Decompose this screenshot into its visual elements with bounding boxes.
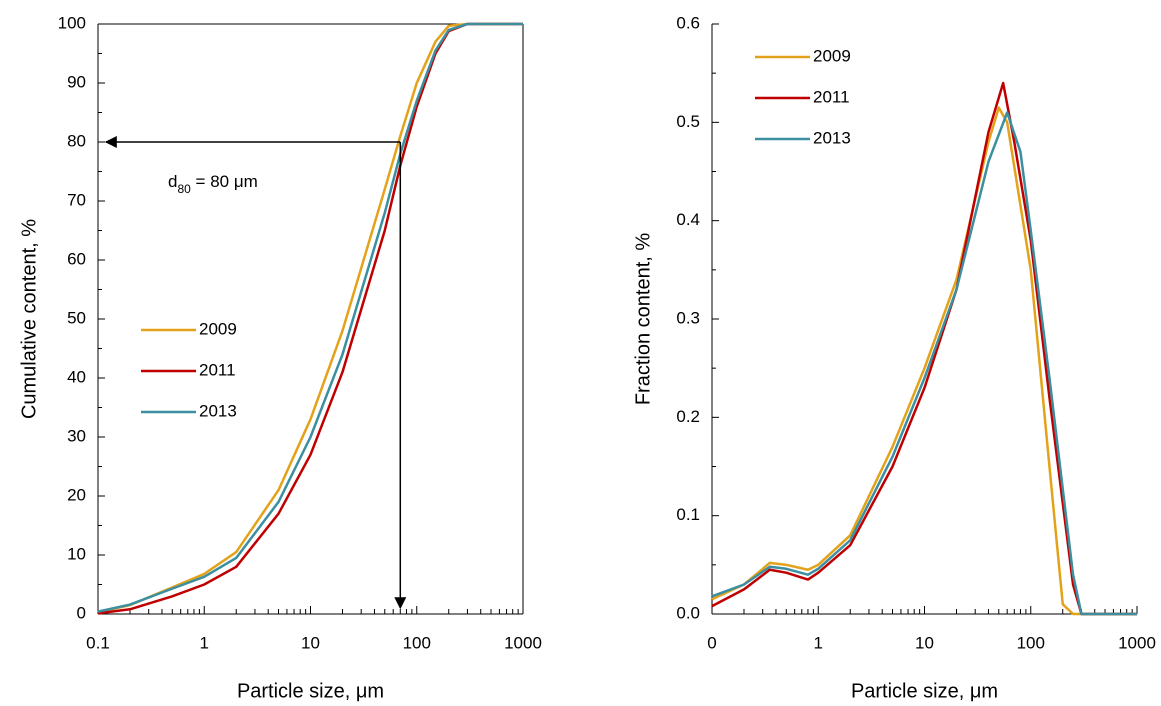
legend-label: 2011 <box>813 87 850 106</box>
x-tick-label: 1000 <box>1118 633 1156 652</box>
legend-label: 2009 <box>199 319 237 338</box>
y-tick-label: 0.0 <box>676 603 700 622</box>
data-line <box>97 22 523 613</box>
y-tick-label: 60 <box>67 249 86 268</box>
data-line <box>97 22 523 614</box>
x-tick-label: 10 <box>915 633 934 652</box>
y-tick-label: 0.1 <box>676 505 700 524</box>
y-tick-label: 100 <box>58 13 86 32</box>
x-axis-title: Particle size, μm <box>851 680 998 702</box>
y-tick-label: 10 <box>67 544 86 563</box>
y-tick-label: 0 <box>77 603 86 622</box>
y-tick-label: 50 <box>67 308 86 327</box>
y-tick-label: 40 <box>67 367 86 386</box>
x-tick-label: 100 <box>403 633 431 652</box>
data-line <box>711 106 1137 616</box>
y-axis-title: Fraction content, % <box>632 233 654 406</box>
x-tick-label: 1 <box>814 633 823 652</box>
y-tick-label: 0.6 <box>676 13 700 32</box>
y-tick-label: 0.2 <box>676 407 700 426</box>
y-tick-label: 80 <box>67 131 86 150</box>
legend-label: 2013 <box>813 128 851 147</box>
x-tick-label: 10 <box>301 633 320 652</box>
data-line <box>711 81 1137 616</box>
y-tick-label: 20 <box>67 485 86 504</box>
annotation: d80 = 80 μm <box>168 172 258 196</box>
x-tick-label: 0 <box>707 633 716 652</box>
legend-label: 2009 <box>813 46 851 65</box>
y-tick-label: 30 <box>67 426 86 445</box>
annotation-subscript: 80 <box>177 182 191 196</box>
x-tick-label: 0.1 <box>86 633 110 652</box>
data-line <box>711 111 1137 616</box>
annotation-text: = 80 μm <box>191 172 258 191</box>
y-tick-label: 70 <box>67 190 86 209</box>
x-axis-title: Particle size, μm <box>237 680 384 702</box>
legend-label: 2011 <box>199 360 236 379</box>
legend-label: 2013 <box>199 401 237 420</box>
y-tick-label: 0.3 <box>676 308 700 327</box>
data-line <box>97 22 523 615</box>
y-axis-title: Cumulative content, % <box>18 219 40 419</box>
y-tick-label: 90 <box>67 72 86 91</box>
annotation-base: d <box>168 172 177 191</box>
x-tick-label: 100 <box>1017 633 1045 652</box>
x-tick-label: 1 <box>200 633 209 652</box>
x-tick-label: 1000 <box>504 633 542 652</box>
y-tick-label: 0.4 <box>676 210 700 229</box>
y-tick-label: 0.5 <box>676 112 700 131</box>
